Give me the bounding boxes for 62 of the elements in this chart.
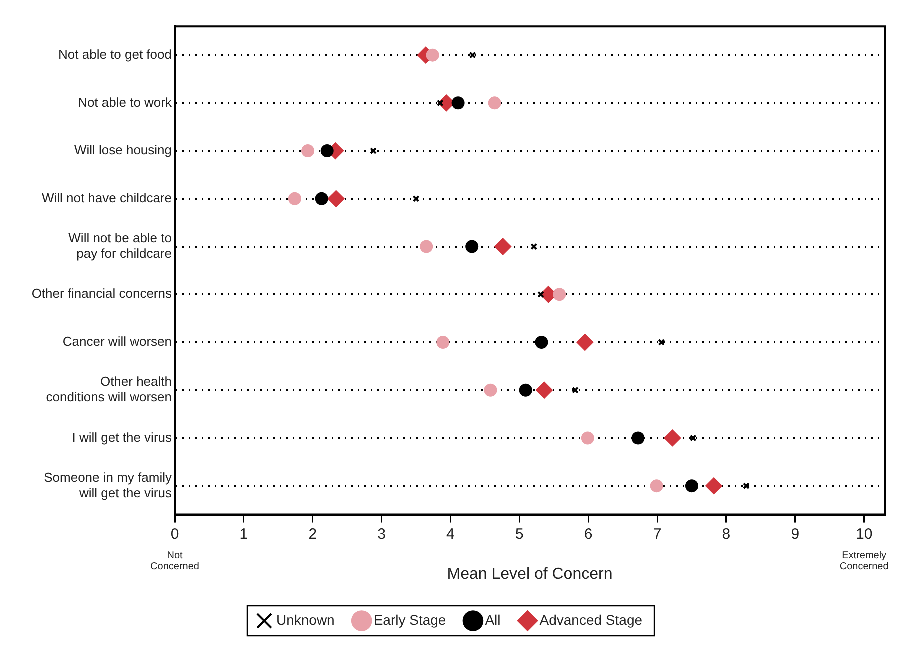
y-tick-label: Will not be able to pay for childcare — [68, 230, 172, 262]
point — [436, 336, 450, 349]
point — [664, 430, 682, 447]
x-tick-label: 0 — [170, 526, 180, 543]
x-tick-label: 6 — [584, 526, 593, 543]
point — [553, 288, 566, 302]
x-tick-label: 9 — [791, 526, 800, 543]
point — [685, 480, 698, 493]
point — [426, 48, 440, 62]
x-tick-label: 3 — [378, 526, 386, 543]
point — [658, 339, 666, 346]
y-tick-label: Not able to work — [78, 94, 172, 110]
point — [632, 432, 645, 445]
point — [412, 195, 420, 202]
point — [484, 384, 498, 397]
y-tick-label: Will lose housing — [74, 142, 172, 158]
point — [536, 382, 553, 399]
point — [315, 192, 328, 206]
point — [436, 100, 444, 107]
point — [530, 243, 538, 250]
y-tick-label: Cancer will worsen — [62, 334, 172, 350]
point — [742, 482, 750, 490]
legend-label: All — [485, 612, 501, 628]
legend-label: Unknown — [276, 612, 335, 628]
point — [519, 384, 532, 397]
x-tick-label: 5 — [515, 526, 524, 543]
point — [706, 478, 723, 495]
point — [535, 336, 548, 349]
x-tick-label: 2 — [308, 526, 318, 543]
point — [572, 386, 579, 394]
text: Extremely Concerned — [840, 550, 889, 573]
point — [494, 238, 512, 256]
y-tick-label: I will get the virus — [72, 430, 172, 445]
point — [690, 434, 697, 442]
x-tick-label: 7 — [653, 526, 662, 543]
point — [420, 240, 434, 254]
point — [576, 334, 594, 351]
point — [581, 432, 594, 445]
x-tick-label: 4 — [446, 526, 455, 543]
x-axis-title: Mean Level of Concern — [447, 566, 613, 583]
y-tick-label: Other health conditions will worsen — [46, 374, 172, 405]
x-tick-label: 1 — [240, 526, 248, 543]
y-tick-label: Not able to get food — [58, 46, 172, 62]
y-tick-label: Other financial concerns — [32, 286, 172, 302]
point — [452, 96, 465, 110]
legend-label: Advanced Stage — [540, 612, 643, 628]
point — [370, 148, 377, 155]
x-tick-label: 10 — [856, 526, 873, 543]
legend-label: Early Stage — [374, 612, 446, 628]
point — [488, 96, 502, 110]
point — [650, 480, 664, 493]
point — [538, 291, 545, 298]
point — [328, 190, 345, 208]
point — [469, 52, 476, 59]
point — [302, 144, 315, 158]
point — [320, 144, 334, 158]
y-tick-label: Will not have childcare — [42, 190, 172, 206]
x-tick-label: 8 — [722, 526, 731, 543]
text: Not Concerned — [150, 550, 200, 573]
point — [288, 192, 302, 206]
point — [466, 240, 479, 254]
y-tick-label: Someone in my family will get the virus — [44, 470, 172, 500]
